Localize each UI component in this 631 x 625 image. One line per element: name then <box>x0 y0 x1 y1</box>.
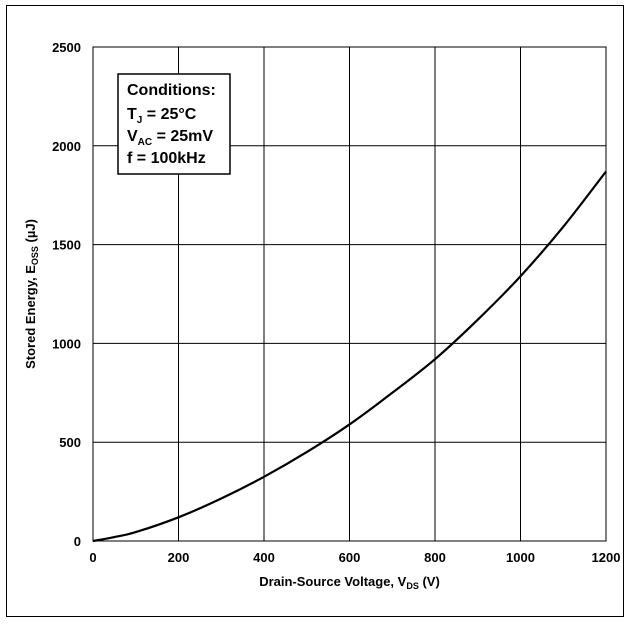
series-line-eoss <box>92 170 607 543</box>
condition-vac-tail: = 25mV <box>152 128 213 145</box>
conditions-title: Conditions: <box>127 82 216 99</box>
y-tick-label: 1000 <box>52 336 81 351</box>
x-axis-label-sub: DS <box>406 581 419 591</box>
condition-tj-tail: = 25°C <box>142 106 196 123</box>
x-tick-label: 200 <box>168 550 190 565</box>
y-axis-label-tail: (µJ) <box>23 219 38 246</box>
plot-area-border <box>92 46 607 542</box>
condition-f-main: f = 100kHz <box>127 150 206 167</box>
y-tick-label: 500 <box>59 435 81 450</box>
y-tick-labels: 0 500 1000 1500 2000 2500 <box>52 40 81 549</box>
y-tick-label: 0 <box>74 534 81 549</box>
y-tick-label: 1500 <box>52 238 81 253</box>
x-tick-label: 1200 <box>592 550 621 565</box>
condition-vac-main: V <box>127 128 138 145</box>
x-tick-label: 600 <box>339 550 361 565</box>
x-tick-label: 1000 <box>506 550 535 565</box>
x-axis-label: Drain-Source Voltage, VDS (V) <box>259 574 440 591</box>
y-tick-label: 2000 <box>52 139 81 154</box>
x-tick-label: 800 <box>424 550 446 565</box>
condition-tj-main: T <box>127 106 137 123</box>
y-axis-label: Stored Energy, EOSS (µJ) <box>23 219 40 369</box>
condition-f: f = 100kHz <box>127 150 206 167</box>
conditions-annotation: Conditions: TJ = 25°C VAC = 25mV f = 100… <box>117 73 231 175</box>
x-axis-label-main: Drain-Source Voltage, V <box>259 574 406 589</box>
y-tick-label: 2500 <box>52 40 81 55</box>
y-axis-label-main: Stored Energy, E <box>23 265 38 369</box>
x-axis-label-tail: (V) <box>419 574 440 589</box>
condition-vac: VAC = 25mV <box>127 128 213 148</box>
conditions-box-border <box>117 73 231 175</box>
condition-tj-sub: J <box>137 115 143 126</box>
x-tick-labels: 0 200 400 600 800 1000 1200 <box>89 550 620 565</box>
y-axis-label-sub: OSS <box>30 246 40 265</box>
x-tick-label: 400 <box>253 550 275 565</box>
figure-frame <box>6 5 624 617</box>
x-tick-label: 0 <box>89 550 96 565</box>
condition-vac-sub: AC <box>138 137 152 148</box>
condition-tj: TJ = 25°C <box>127 106 197 126</box>
